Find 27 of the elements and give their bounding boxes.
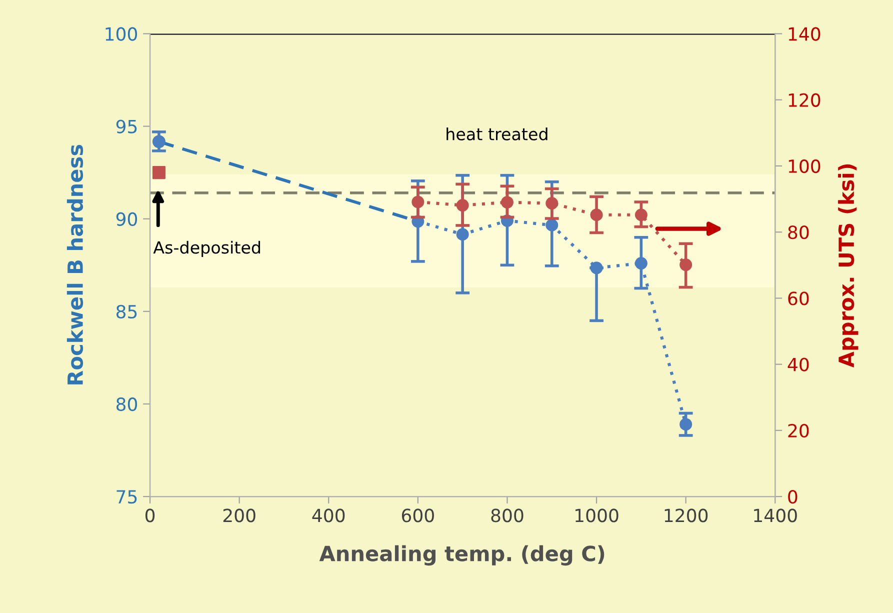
x-axis-title: Annealing temp. (deg C) (319, 545, 604, 566)
y2-tick-label: 140 (788, 27, 820, 41)
x-tick-label: 200 (223, 508, 256, 522)
x-tick-label: 1200 (664, 508, 708, 522)
y-tick-label: 85 (116, 304, 137, 319)
annotation: As-deposited (153, 240, 260, 257)
y-tick-label: 100 (106, 27, 138, 41)
x-tick-label: 600 (402, 508, 434, 522)
x-tick-label: 1000 (576, 508, 618, 522)
y2-tick-label: 100 (788, 159, 820, 174)
y-tick-label: 90 (116, 212, 138, 226)
annotation: heat treated (446, 127, 548, 140)
x-tick-label: 1400 (754, 508, 797, 522)
y-tick-label: 75 (116, 490, 137, 504)
x-tick-label: 400 (312, 508, 345, 522)
y-tick-label: 80 (116, 397, 138, 412)
y2-tick-label: 0 (788, 490, 798, 504)
y2-tick-label: 60 (788, 292, 809, 306)
x-tick-label: 800 (491, 508, 524, 522)
y-axis-title: Rockwell B hardness (66, 144, 84, 384)
y2-tick-label: 80 (788, 226, 809, 240)
y2-tick-label: 20 (788, 424, 809, 438)
y-tick-label: 95 (116, 120, 137, 134)
x-tick-label: 0 (145, 508, 155, 522)
y2-tick-label: 40 (788, 358, 809, 372)
y2-axis-title: Approx. UTS (ksi) (838, 164, 858, 368)
y2-tick-label: 120 (788, 93, 820, 107)
